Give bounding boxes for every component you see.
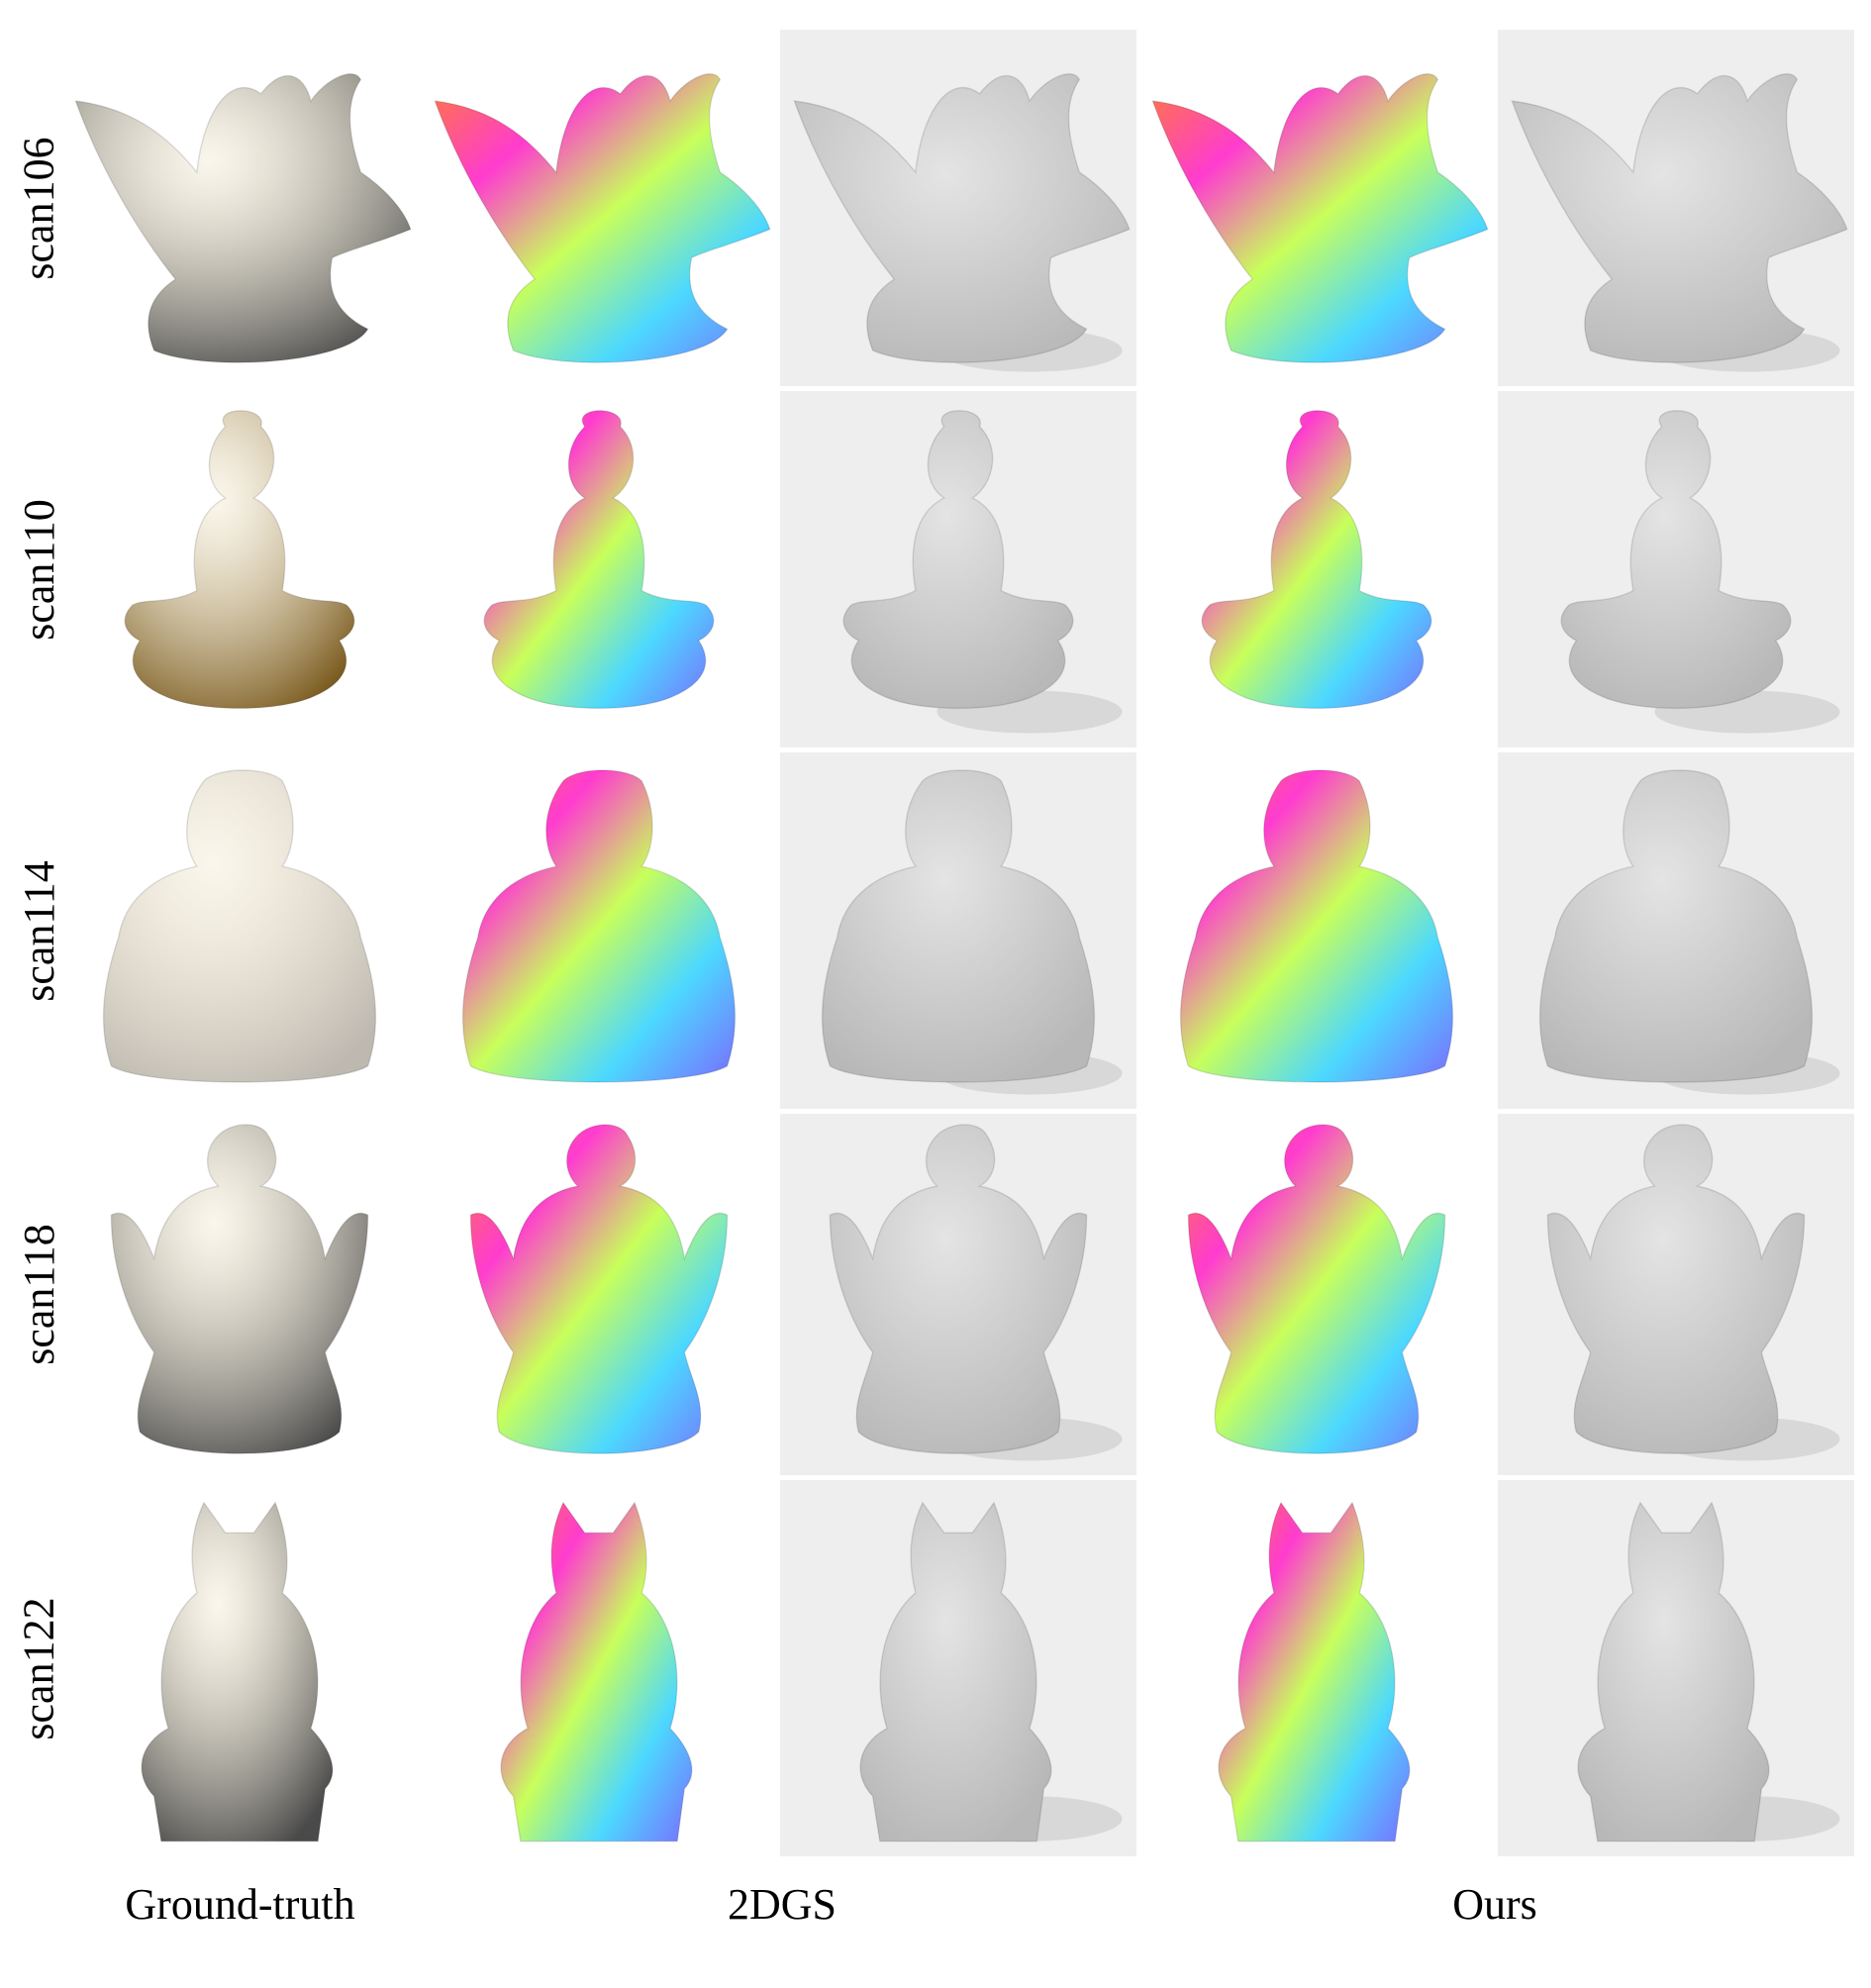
sculpture-silhouette: [141, 1501, 334, 1842]
panel-image: [1138, 752, 1495, 1109]
panel-image: [780, 30, 1136, 386]
scan122-normal-map-3: [1138, 1480, 1495, 1856]
scan118-mesh-render-2: [780, 1114, 1136, 1475]
row-label-scan110: scan110: [14, 498, 63, 641]
sculpture-silhouette: [74, 73, 412, 363]
panel-image: [61, 1114, 418, 1475]
scan122-ground-truth-photo-0: [61, 1480, 418, 1856]
panel-image: [1138, 1114, 1495, 1475]
sculpture-silhouette: [124, 410, 355, 710]
panel-image: [1138, 391, 1495, 747]
sculpture-silhouette: [469, 1124, 729, 1454]
scan114-normal-map-3: [1138, 752, 1495, 1109]
panel-image: [61, 391, 418, 747]
panel-image: [1138, 1480, 1495, 1856]
scan114-ground-truth-photo-0: [61, 752, 418, 1109]
sculpture-silhouette: [110, 1124, 369, 1454]
column-label-2dgs: 2DGS: [727, 1880, 837, 1929]
sculpture-silhouette: [793, 73, 1131, 363]
scan106-normal-map-3: [1138, 30, 1495, 386]
sculpture-silhouette: [859, 1501, 1052, 1842]
row-label-scan122: scan122: [14, 1596, 63, 1740]
panel-image: [1498, 1480, 1854, 1856]
sculpture-silhouette: [500, 1501, 693, 1842]
scan110-ground-truth-photo-0: [61, 391, 418, 747]
sculpture-silhouette: [434, 73, 771, 363]
panel-image: [780, 1114, 1136, 1475]
panel-image: [1498, 1114, 1854, 1475]
scan106-normal-map-1: [421, 30, 777, 386]
column-label-ours: Ours: [1452, 1880, 1537, 1929]
sculpture-silhouette: [102, 769, 377, 1083]
panel-image: [421, 752, 777, 1109]
column-label-ground-truth: Ground-truth: [125, 1880, 355, 1929]
scan110-normal-map-1: [421, 391, 777, 747]
sculpture-silhouette: [1560, 410, 1792, 710]
scan110-mesh-render-4: [1498, 391, 1854, 747]
panel-image: [421, 30, 777, 386]
scan114-mesh-render-2: [780, 752, 1136, 1109]
sculpture-silhouette: [1201, 410, 1432, 710]
scan106-mesh-render-4: [1498, 30, 1854, 386]
sculpture-silhouette: [1511, 73, 1848, 363]
scan106-ground-truth-photo-0: [61, 30, 418, 386]
row-label-scan114: scan114: [14, 859, 63, 1002]
scan122-mesh-render-2: [780, 1480, 1136, 1856]
panel-image: [1498, 30, 1854, 386]
sculpture-silhouette: [1538, 769, 1814, 1083]
scan114-mesh-render-4: [1498, 752, 1854, 1109]
panel-image: [1138, 30, 1495, 386]
row-label-scan118: scan118: [14, 1224, 63, 1365]
sculpture-silhouette: [1546, 1124, 1806, 1454]
row-label-scan106: scan106: [14, 136, 63, 280]
scan106-mesh-render-2: [780, 30, 1136, 386]
panel-image: [421, 391, 777, 747]
panel-image: [421, 1480, 777, 1856]
sculpture-silhouette: [1577, 1501, 1770, 1842]
panel-image: [61, 752, 418, 1109]
sculpture-silhouette: [1187, 1124, 1446, 1454]
scan110-normal-map-3: [1138, 391, 1495, 747]
scan114-normal-map-1: [421, 752, 777, 1109]
panel-image: [61, 30, 418, 386]
panel-image: [61, 1480, 418, 1856]
sculpture-silhouette: [829, 1124, 1088, 1454]
scan118-mesh-render-4: [1498, 1114, 1854, 1475]
panel-image: [1498, 391, 1854, 747]
sculpture-silhouette: [1218, 1501, 1411, 1842]
scan122-mesh-render-4: [1498, 1480, 1854, 1856]
sculpture-silhouette: [1151, 73, 1489, 363]
panel-image: [421, 1114, 777, 1475]
panel-image: [780, 752, 1136, 1109]
sculpture-silhouette: [821, 769, 1096, 1083]
sculpture-silhouette: [842, 410, 1074, 710]
panel-image: [780, 391, 1136, 747]
scan118-normal-map-3: [1138, 1114, 1495, 1475]
scan118-normal-map-1: [421, 1114, 777, 1475]
scan122-normal-map-1: [421, 1480, 777, 1856]
sculpture-silhouette: [461, 769, 737, 1083]
panel-image: [780, 1480, 1136, 1856]
scan110-mesh-render-2: [780, 391, 1136, 747]
scan118-ground-truth-photo-0: [61, 1114, 418, 1475]
sculpture-silhouette: [483, 410, 715, 710]
sculpture-silhouette: [1179, 769, 1454, 1083]
panel-image: [1498, 752, 1854, 1109]
